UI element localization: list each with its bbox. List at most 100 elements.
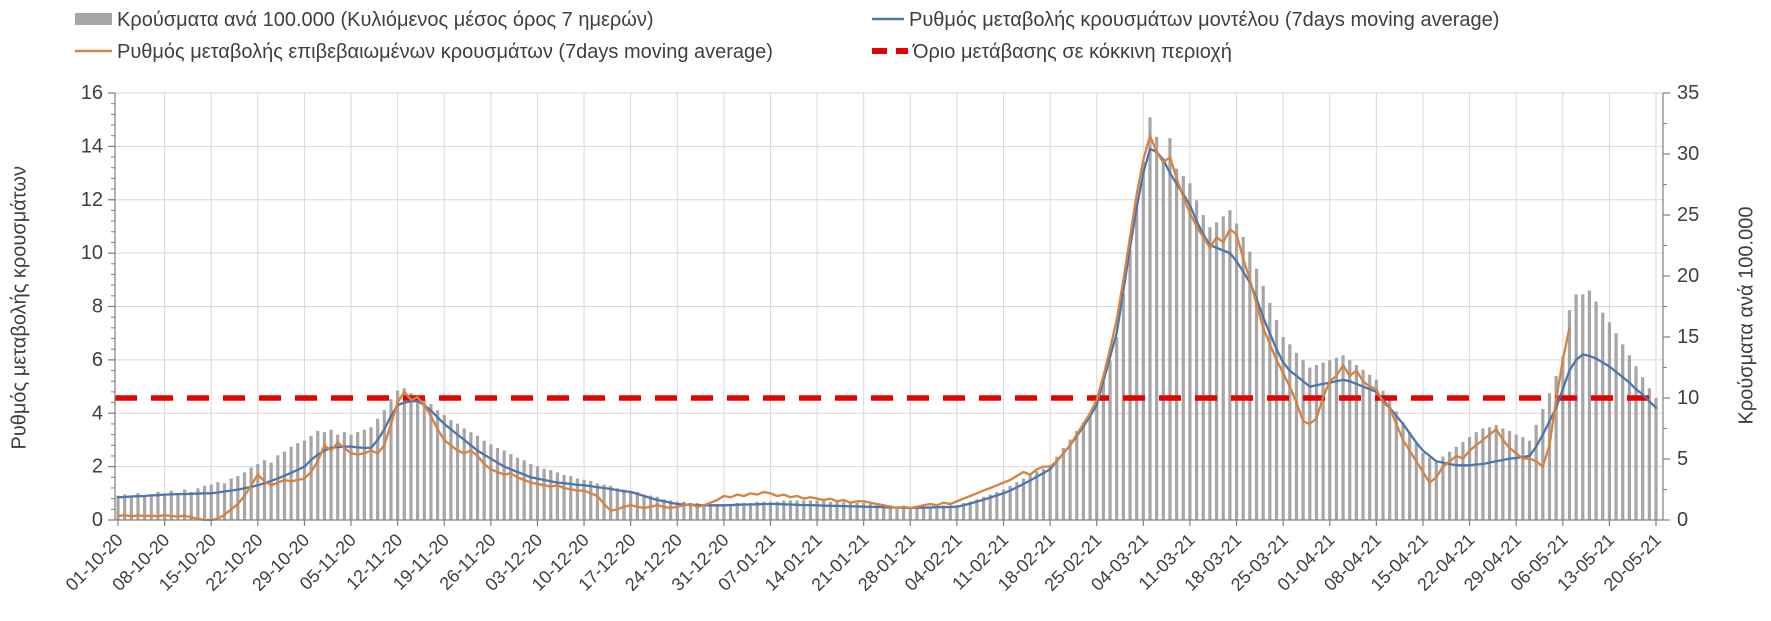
bar-cases-per-100k xyxy=(1348,360,1352,520)
bar-cases-per-100k xyxy=(1234,223,1239,521)
bar-cases-per-100k xyxy=(562,474,566,520)
bar-cases-per-100k xyxy=(1281,337,1285,520)
bar-cases-per-100k xyxy=(1487,427,1492,520)
left-axis-tick-label: 12 xyxy=(81,189,103,211)
bar-cases-per-100k xyxy=(522,460,526,520)
left-axis-tick-label: 0 xyxy=(92,509,103,531)
bar-cases-per-100k xyxy=(282,451,287,520)
bar-cases-per-100k xyxy=(1274,319,1279,520)
bar-cases-per-100k xyxy=(549,469,553,520)
bar-cases-per-100k xyxy=(1521,437,1525,520)
bar-cases-per-100k xyxy=(988,494,992,520)
bar-cases-per-100k xyxy=(416,395,420,520)
legend-label: Ρυθμός μεταβολής επιβεβαιωμένων κρουσμάτ… xyxy=(117,41,773,63)
bar-cases-per-100k xyxy=(482,440,486,520)
bar-cases-per-100k xyxy=(149,494,153,520)
bar-cases-per-100k xyxy=(655,496,659,520)
bar-cases-per-100k xyxy=(169,490,173,520)
bar-cases-per-100k xyxy=(369,427,373,520)
bar-cases-per-100k xyxy=(775,501,779,520)
bar-cases-per-100k xyxy=(1507,430,1512,520)
bar-cases-per-100k xyxy=(835,501,839,520)
bar-cases-per-100k xyxy=(462,428,466,520)
bar-cases-per-100k xyxy=(1148,117,1152,521)
bar-cases-per-100k xyxy=(1035,471,1039,520)
bar-cases-per-100k xyxy=(515,457,520,520)
bar-cases-per-100k xyxy=(941,505,946,520)
bar-cases-per-100k xyxy=(1534,424,1538,520)
bar-cases-per-100k xyxy=(1288,344,1292,520)
bar-cases-per-100k xyxy=(1627,355,1631,520)
bar-cases-per-100k xyxy=(502,450,506,520)
bar-cases-per-100k xyxy=(396,390,400,520)
bar-cases-per-100k xyxy=(143,495,147,520)
bar-cases-per-100k xyxy=(589,480,593,520)
bar-cases-per-100k xyxy=(1414,443,1418,520)
bar-cases-per-100k xyxy=(822,500,826,520)
bar-cases-per-100k xyxy=(342,432,346,520)
legend-label: Ρυθμός μεταβολής κρουσμάτων μοντέλου (7d… xyxy=(909,9,1500,31)
bar-cases-per-100k xyxy=(1561,356,1565,520)
bar-cases-per-100k xyxy=(702,504,706,520)
bar-cases-per-100k xyxy=(662,499,666,520)
bar-cases-per-100k xyxy=(1108,360,1112,520)
bar-cases-per-100k xyxy=(1001,489,1006,520)
bar-cases-per-100k xyxy=(1095,404,1099,520)
bar-cases-per-100k xyxy=(156,491,160,520)
bar-cases-per-100k xyxy=(1221,216,1225,520)
bar-cases-per-100k xyxy=(469,432,473,520)
bar-cases-per-100k xyxy=(336,434,340,520)
bar-cases-per-100k xyxy=(888,505,892,520)
bar-cases-per-100k xyxy=(449,419,453,520)
bar-cases-per-100k xyxy=(1081,422,1086,520)
bar-cases-per-100k xyxy=(302,440,307,520)
bar-cases-per-100k xyxy=(402,388,406,520)
bar-cases-per-100k xyxy=(1028,474,1032,520)
bar-cases-per-100k xyxy=(1341,355,1345,520)
bar-cases-per-100k xyxy=(1321,362,1325,520)
bar-cases-per-100k xyxy=(1175,168,1179,520)
left-axis-tick-label: 4 xyxy=(92,402,103,424)
bar-cases-per-100k xyxy=(895,506,899,520)
bar-cases-per-100k xyxy=(455,423,460,520)
bar-cases-per-100k xyxy=(1261,285,1265,520)
bar-cases-per-100k xyxy=(196,488,200,520)
bar-cases-per-100k xyxy=(475,435,480,520)
bar-cases-per-100k xyxy=(429,404,433,520)
bar-cases-per-100k xyxy=(1194,200,1199,521)
bar-cases-per-100k xyxy=(1374,379,1378,520)
bar-cases-per-100k xyxy=(768,501,773,520)
legend-item-model-rate: Ρυθμός μεταβολής κρουσμάτων μοντέλου (7d… xyxy=(872,9,1499,32)
bar-cases-per-100k xyxy=(1021,478,1026,520)
right-axis-tick-label: 30 xyxy=(1677,143,1699,165)
bar-cases-per-100k xyxy=(1041,468,1046,520)
bar-cases-per-100k xyxy=(209,484,213,520)
bar-cases-per-100k xyxy=(609,485,613,520)
legend-label: Κρούσματα ανά 100.000 (Κυλιόμενος μέσος … xyxy=(117,9,654,31)
bar-cases-per-100k xyxy=(1328,360,1332,520)
bar-cases-per-100k xyxy=(182,489,187,520)
bar-cases-per-100k xyxy=(409,393,413,520)
bar-cases-per-100k xyxy=(362,429,366,520)
bar-cases-per-100k xyxy=(1128,249,1132,520)
bar-cases-per-100k xyxy=(236,476,240,520)
bar-cases-per-100k xyxy=(136,493,140,520)
bar-cases-per-100k xyxy=(1454,446,1458,520)
bar-cases-per-100k xyxy=(928,506,932,520)
line-swatch-icon xyxy=(75,41,112,64)
bar-cases-per-100k xyxy=(1301,360,1305,520)
bar-cases-per-100k xyxy=(435,410,440,520)
bar-cases-per-100k xyxy=(981,496,986,520)
bar-cases-per-100k xyxy=(975,499,979,520)
bar-cases-per-100k xyxy=(995,491,999,520)
bar-cases-per-100k xyxy=(828,501,833,520)
legend-item-confirmed-rate: Ρυθμός μεταβολής επιβεβαιωμένων κρουσμάτ… xyxy=(75,41,773,64)
bar-cases-per-100k xyxy=(1088,413,1092,520)
bar-cases-per-100k xyxy=(269,462,273,520)
bar-cases-per-100k xyxy=(229,478,233,520)
bar-cases-per-100k xyxy=(1574,294,1578,520)
bar-cases-per-100k xyxy=(688,502,693,520)
bar-cases-per-100k xyxy=(1554,376,1558,520)
bar-cases-per-100k xyxy=(262,460,267,520)
bar-cases-per-100k xyxy=(742,502,746,520)
